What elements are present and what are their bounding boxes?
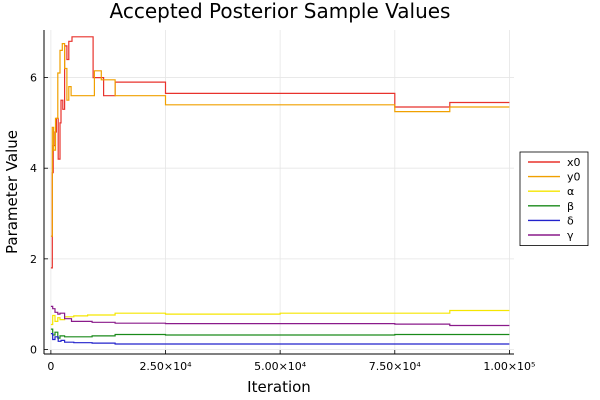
legend-box — [519, 151, 589, 246]
series-line-α — [50, 309, 510, 326]
series-line-β — [50, 328, 510, 339]
x-tick-label: 1.00×10⁵ — [483, 360, 535, 373]
legend-label: x0 — [567, 156, 581, 169]
x-tick-label: 0 — [47, 360, 54, 373]
axes — [43, 30, 514, 355]
y-tick-label: 4 — [30, 162, 37, 175]
y-tick-label: 0 — [30, 343, 37, 356]
tick-labels: 0 2.50×10⁴ 5.00×10⁴ 7.50×10⁴ 1.00×10⁵ 0 2 4 6 — [30, 72, 535, 373]
x-tick-label: 5.00×10⁴ — [254, 360, 307, 373]
legend-label: α — [567, 185, 574, 198]
y-tick-label: 2 — [30, 253, 37, 266]
series-line-δ — [50, 333, 510, 345]
x-tick-label: 2.50×10⁴ — [139, 360, 192, 373]
legend-label: y0 — [567, 171, 581, 184]
y-tick-label: 6 — [30, 72, 37, 85]
series-lines — [50, 36, 510, 345]
legend-label: β — [567, 200, 574, 213]
legend-label: δ — [567, 214, 574, 227]
x-tick-label: 7.50×10⁴ — [369, 360, 422, 373]
series-line-γ — [50, 305, 510, 327]
grid-lines — [44, 30, 514, 354]
chart-title: Accepted Posterior Sample Values — [110, 0, 451, 23]
x-axis-title: Iteration — [247, 378, 311, 396]
series-line-y0 — [50, 43, 510, 237]
y-axis-title: Parameter Value — [3, 130, 21, 254]
legend-label: γ — [567, 229, 574, 242]
